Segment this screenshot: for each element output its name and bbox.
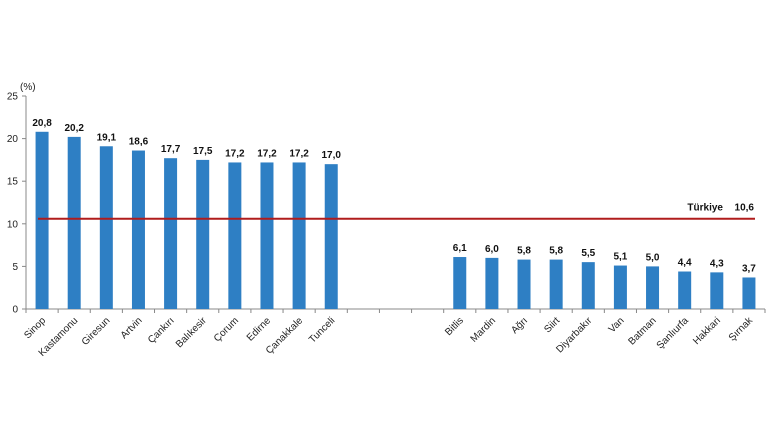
bar-value-label: 4,4 (678, 258, 692, 269)
bar (228, 162, 242, 309)
bar-value-label: 5,0 (646, 252, 660, 263)
bar-value-label: 17,7 (161, 144, 181, 155)
category-label: Sinop (22, 315, 48, 341)
y-tick-label: 10 (7, 219, 19, 230)
bar (131, 150, 145, 309)
bar-value-label: 17,2 (257, 148, 277, 159)
bar (549, 259, 563, 309)
bar (35, 131, 49, 309)
bar-value-label: 5,8 (517, 246, 531, 257)
category-label: Çankırı (146, 315, 177, 346)
bar (710, 272, 724, 309)
bar-value-label: 6,1 (453, 243, 467, 254)
reference-value-label: 10,6 (735, 203, 755, 214)
bar (517, 259, 531, 309)
bar (196, 159, 210, 309)
y-tick-label: 20 (7, 134, 19, 145)
y-tick-label: 15 (7, 177, 19, 188)
bars: 20,8 20,2 19,1 18,6 17,7 17,5 17,2 17,2 17,2 17,0… (32, 118, 756, 309)
bar (613, 265, 627, 309)
category-label: Siirt (542, 315, 562, 335)
y-tick-label: 0 (12, 305, 18, 316)
category-label: Giresun (80, 315, 113, 348)
y-axis: 0 5 10 15 20 25 (7, 92, 766, 316)
category-label: Bitlis (443, 315, 466, 338)
bar-value-label: 4,3 (710, 258, 724, 269)
y-tick-label: 25 (7, 92, 19, 103)
bar-value-label: 20,8 (32, 118, 52, 129)
bar-value-label: 19,1 (97, 132, 117, 143)
bar (67, 136, 81, 309)
reference-label: Türkiye (687, 203, 723, 214)
bar (164, 158, 178, 309)
bar-value-label: 5,5 (581, 248, 595, 259)
bar-value-label: 5,1 (613, 252, 627, 263)
bar (453, 257, 467, 309)
category-label: Balıkesir (174, 315, 209, 350)
bar-value-label: 3,7 (742, 263, 756, 274)
y-tick-label: 5 (12, 262, 18, 273)
bar (324, 164, 338, 309)
bar (678, 271, 692, 309)
category-label: Çorum (212, 315, 241, 344)
category-label: Diyarbakır (554, 315, 594, 355)
bar-value-label: 17,0 (322, 150, 342, 161)
reference-line-group: Türkiye 10,6 (38, 203, 755, 220)
bar (485, 257, 499, 309)
category-label: Hakkari (691, 315, 723, 347)
bar-value-label: 17,5 (193, 146, 213, 157)
category-label: Tunceli (307, 315, 337, 345)
bar-value-label: 17,2 (289, 148, 309, 159)
category-label: Van (607, 315, 627, 335)
bar-value-label: 6,0 (485, 244, 499, 255)
category-label: Batman (627, 315, 659, 347)
category-label: Şanlıurfa (655, 315, 691, 351)
bar-value-label: 18,6 (129, 137, 149, 148)
bar-value-label: 20,2 (64, 123, 84, 134)
category-label: Ağrı (509, 315, 530, 336)
bar (99, 146, 113, 309)
bar (260, 162, 274, 309)
category-label: Mardin (469, 315, 498, 344)
y-axis-unit: (%) (20, 82, 36, 93)
bar (742, 277, 756, 309)
bar (646, 266, 660, 309)
bar-value-label: 17,2 (225, 148, 245, 159)
category-label: Artvin (119, 315, 145, 341)
bar (292, 162, 306, 309)
category-label: Edirne (245, 315, 274, 344)
bar-value-label: 5,8 (549, 246, 563, 257)
bar (581, 262, 595, 309)
category-label: Şırnak (727, 315, 756, 344)
